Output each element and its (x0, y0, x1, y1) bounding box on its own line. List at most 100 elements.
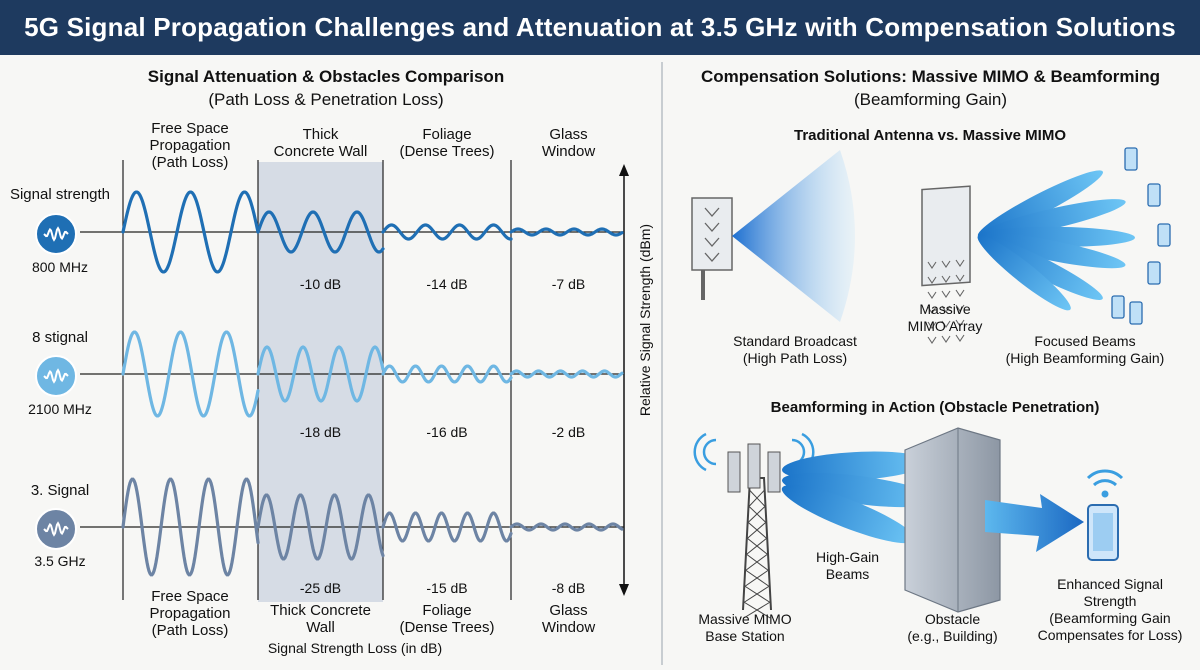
mimo-element (941, 275, 951, 283)
mimo-element (955, 274, 965, 282)
antenna-element (704, 252, 720, 262)
col-label-bottom-foliage: Foliage (Dense Trees) (399, 602, 495, 636)
tower-cross-brace (744, 585, 770, 603)
tower-wave-arc-0 (702, 438, 717, 466)
section2-title: Beamforming in Action (Obstacle Penetrat… (770, 399, 1100, 416)
col-label-top-glass: Glass Window (541, 126, 596, 160)
mimo-element (927, 291, 937, 299)
wifi-arc-inner (1092, 479, 1118, 487)
enhanced-signal-label: Enhanced Signal Strength (Beamforming Gain… (1037, 576, 1183, 643)
mimo-element (955, 319, 965, 327)
mimo-element (941, 260, 951, 268)
user-phone-2 (1157, 223, 1171, 247)
focused-beam-5 (977, 235, 1071, 311)
mimo-element (927, 336, 937, 344)
y-axis-arrow-down (619, 584, 629, 596)
wifi-arc-outer (1086, 469, 1124, 480)
wave-row2-seg1 (256, 493, 385, 561)
user-phone-4 (1129, 301, 1143, 325)
row-freq-2100: 2100 MHz (28, 401, 92, 417)
tower-cross-brace (748, 505, 766, 523)
wave-row2-seg0 (121, 477, 260, 577)
mimo-element (941, 320, 951, 328)
high-gain-beam-1 (781, 472, 937, 508)
wave-row0-seg2 (381, 223, 513, 241)
signal-icon-wave-row1 (43, 368, 69, 384)
tower-cross-brace (745, 553, 769, 571)
mimo-element (941, 335, 951, 343)
loss-3500-glass: -8 dB (551, 580, 586, 596)
loss-3500-foliage: -15 dB (426, 580, 468, 596)
section1-title: Traditional Antenna vs. Massive MIMO (793, 127, 1066, 144)
user-phone-1 (1147, 183, 1161, 207)
mimo-element (927, 276, 937, 284)
loss-800-foliage: -14 dB (426, 276, 468, 292)
loss-800-glass: -7 dB (551, 276, 586, 292)
right-subheading: (Beamforming Gain) (853, 90, 1008, 109)
mimo-element (941, 290, 951, 298)
antenna-element (704, 222, 720, 232)
user-phone-5 (1111, 295, 1125, 319)
mimo-element (941, 305, 951, 313)
mimo-element (955, 304, 965, 312)
col-label-top-concrete: Thick Concrete Wall (273, 126, 368, 160)
tower-cross-brace (746, 537, 768, 555)
wave-row2-seg3 (509, 522, 624, 532)
row-label-3500: 3. Signal (30, 482, 90, 499)
wave-row1-seg3 (509, 369, 624, 379)
wave-row0-seg1 (256, 210, 385, 254)
wave-row1-seg2 (381, 364, 513, 384)
loss-2100-foliage: -16 dB (426, 424, 468, 440)
y-axis-label: Relative Signal Strength (dBm) (637, 223, 653, 417)
wave-row0-seg0 (121, 190, 260, 274)
standard-broadcast-label: Standard Broadcast (High Path Loss) (733, 333, 857, 366)
signal-icon-wave-row0 (43, 226, 69, 242)
tower-antenna-mid (747, 443, 761, 489)
tower-antenna-right (767, 451, 781, 493)
mimo-element (927, 306, 937, 314)
tower-cross-brace (747, 521, 767, 539)
mimo-array-panel (921, 185, 971, 287)
wave-row0-seg3 (509, 227, 624, 237)
mimo-element (927, 321, 937, 329)
tower-cross-brace (743, 601, 771, 619)
high-gain-beams-label: High-Gain Beams (815, 549, 880, 582)
tower-antenna-left (727, 451, 741, 493)
focused-beams-label: Focused Beams (High Beamforming Gain) (1005, 333, 1165, 366)
col-label-bottom-concrete: Thick Concrete Wall (270, 602, 371, 636)
right-heading: Compensation Solutions: Massive MIMO & B… (700, 67, 1161, 86)
focused-beam-3 (977, 233, 1126, 269)
base-station-label: Massive MIMO Base Station (698, 611, 792, 644)
standard-antenna-panel (691, 197, 733, 271)
wave-row2-seg2 (381, 511, 513, 543)
user-phone-0 (1124, 147, 1138, 171)
antenna-element (704, 207, 720, 217)
page-title: 5G Signal Propagation Challenges and Att… (0, 0, 1200, 55)
user-phone-3 (1147, 261, 1161, 285)
signal-icon-wave-row2 (43, 521, 69, 537)
mimo-element (955, 334, 965, 342)
col-label-bottom-glass: Glass Window (541, 602, 596, 636)
y-axis-arrow-up (619, 164, 629, 176)
loss-2100-concrete: -18 dB (299, 424, 342, 440)
row-label-800: Signal strength (9, 186, 111, 203)
high-gain-beam-2 (781, 484, 916, 544)
obstacle-label: Obstacle (e.g., Building) (907, 611, 998, 644)
penetration-arrow (985, 494, 1084, 552)
col-label-bottom-free-space: Free Space Propagation (Path Loss) (149, 588, 231, 639)
phone-screen (1093, 513, 1113, 551)
col-label-top-free-space: Free Space Propagation (Path Loss) (149, 120, 231, 171)
broadcast-cone (732, 150, 855, 322)
footer-caption: Signal Strength Loss (in dB) (267, 640, 443, 656)
mimo-element (927, 261, 937, 269)
wave-row1-seg1 (256, 345, 385, 403)
mimo-element (955, 259, 965, 267)
antenna-element (704, 237, 720, 247)
wave-row1-seg0 (121, 330, 260, 418)
mimo-element (955, 289, 965, 297)
left-heading: Signal Attenuation & Obstacles Compariso… (147, 67, 505, 86)
tower-wave-arc-1 (693, 432, 707, 472)
wifi-dot (1101, 490, 1109, 498)
